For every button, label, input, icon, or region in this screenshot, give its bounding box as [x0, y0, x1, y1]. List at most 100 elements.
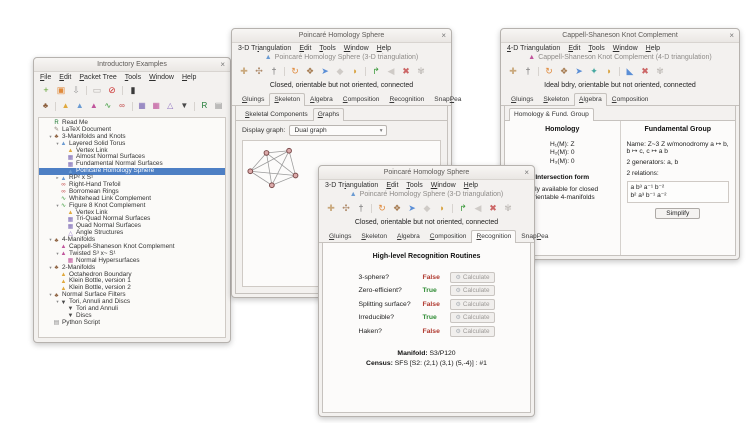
- close-icon[interactable]: ×: [220, 60, 225, 69]
- sub-tab[interactable]: Homology & Fund. Group: [509, 108, 594, 121]
- simplify-icon[interactable]: †: [525, 66, 531, 76]
- text-icon[interactable]: R: [201, 101, 208, 110]
- tab[interactable]: Composition: [429, 233, 467, 240]
- tree-item[interactable]: ▲ Vertex Link: [39, 147, 225, 155]
- puncture-icon[interactable]: ✖: [402, 66, 410, 76]
- tree-item[interactable]: ▾ ▼ Tori, Annuli and Discs: [39, 298, 225, 306]
- container-icon[interactable]: ♣: [42, 101, 49, 110]
- tab[interactable]: Algebra: [397, 233, 420, 240]
- add-icon[interactable]: ✚: [509, 66, 517, 76]
- insert-icon[interactable]: ✣: [342, 203, 350, 213]
- expander-icon[interactable]: ▾: [49, 292, 52, 298]
- tree-item[interactable]: ▦ Fundamental Normal Surfaces: [39, 160, 225, 168]
- tree-item[interactable]: ✎ LaTeX Document: [39, 126, 225, 134]
- titlebar[interactable]: Poincaré Homology Sphere ×: [319, 166, 534, 180]
- tab[interactable]: Gluings: [329, 233, 352, 240]
- menu-item[interactable]: 3-D Triangulation: [325, 182, 379, 189]
- orient-icon[interactable]: ↻: [545, 66, 553, 76]
- menu-item[interactable]: Help: [463, 182, 479, 189]
- menu-item[interactable]: Tools: [124, 74, 142, 81]
- triangulation3-icon[interactable]: ▲: [75, 101, 84, 110]
- orient-icon[interactable]: ↻: [378, 203, 386, 213]
- sparkle-icon[interactable]: ✦: [590, 66, 598, 76]
- tab[interactable]: Composition: [611, 96, 649, 103]
- sub-tab[interactable]: Skeletal Components: [245, 111, 308, 118]
- simplify-icon[interactable]: †: [358, 203, 364, 213]
- tab[interactable]: SnapPea: [521, 233, 549, 240]
- menu-item[interactable]: File: [40, 74, 52, 81]
- expander-icon[interactable]: ▾: [49, 264, 52, 270]
- tree-item[interactable]: ▲ Octahedron Boundary: [39, 271, 225, 279]
- calculate-button[interactable]: ⚙ Calculate: [450, 312, 495, 324]
- hypersurfaces-icon[interactable]: ▦: [152, 101, 160, 110]
- calculate-button[interactable]: ⚙ Calculate: [450, 325, 495, 337]
- tree-item[interactable]: ▦ Tri-Quad Normal Surfaces: [39, 216, 225, 223]
- tree-item[interactable]: R Read Me: [39, 119, 225, 127]
- sum-icon[interactable]: ✾: [656, 66, 664, 76]
- open-icon[interactable]: ▣: [56, 85, 66, 95]
- menu-item[interactable]: Edit: [568, 45, 581, 52]
- tree-item[interactable]: ▾ ▲ Twisted S³ x~ S¹: [39, 250, 225, 258]
- tab[interactable]: Gluings: [242, 96, 265, 103]
- truncate-icon[interactable]: ◀: [474, 203, 482, 213]
- tree-item[interactable]: ▾ ∿ Figure 8 Knot Complement: [39, 202, 225, 210]
- expander-icon[interactable]: ▾: [56, 140, 59, 146]
- triangulation2-icon[interactable]: ▲: [61, 101, 70, 110]
- close-icon[interactable]: ×: [729, 31, 734, 40]
- menu-item[interactable]: Tools: [406, 182, 423, 189]
- menu-item[interactable]: Tools: [588, 45, 605, 52]
- graph-type-select[interactable]: Dual graph ▾: [289, 125, 388, 136]
- menu-item[interactable]: 3-D Triangulation: [238, 45, 292, 52]
- menu-item[interactable]: 4-D Triangulation: [507, 45, 561, 52]
- barycentric-icon[interactable]: ◗: [439, 203, 445, 213]
- surfaces-icon[interactable]: ▦: [138, 101, 146, 110]
- menu-item[interactable]: Help: [376, 45, 392, 52]
- tree-item[interactable]: ▲ Poincaré Homology Sphere: [39, 167, 225, 176]
- tab[interactable]: Composition: [342, 96, 380, 103]
- menu-item[interactable]: Window: [149, 74, 174, 81]
- puncture-icon[interactable]: ✖: [641, 66, 649, 76]
- menu-item[interactable]: Edit: [59, 74, 72, 81]
- tab[interactable]: Algebra: [310, 96, 333, 103]
- tree-item[interactable]: ▤ Python Script: [39, 319, 225, 327]
- expander-icon[interactable]: ▾: [56, 250, 59, 256]
- sum-icon[interactable]: ✾: [417, 66, 425, 76]
- filter-icon[interactable]: ▼: [180, 101, 189, 110]
- calculate-button[interactable]: ⚙ Calculate: [450, 285, 495, 297]
- orient-icon[interactable]: ↻: [291, 66, 299, 76]
- menu-item[interactable]: Window: [612, 45, 638, 52]
- menu-item[interactable]: Window: [430, 182, 456, 189]
- tree-item[interactable]: ▾ ♣ 2-Manifolds: [39, 264, 225, 272]
- tab[interactable]: Gluings: [511, 96, 534, 103]
- tab[interactable]: Skeleton: [543, 96, 570, 103]
- tree-item[interactable]: ▲ Klein Bottle, version 2: [39, 284, 225, 292]
- tab[interactable]: Skeleton: [361, 233, 388, 240]
- shade-icon[interactable]: ◣: [626, 66, 634, 76]
- tree-item[interactable]: ▾ ♣ Normal Surface Filters: [39, 291, 225, 299]
- tab[interactable]: Algebra: [574, 93, 607, 106]
- tree-item[interactable]: △ Angle Structures: [39, 229, 225, 237]
- tab[interactable]: Recognition: [389, 96, 425, 103]
- add-icon[interactable]: ✚: [327, 203, 335, 213]
- tree-item[interactable]: ▦ Normal Hypersurfaces: [39, 257, 225, 265]
- tree-item[interactable]: ∿ Whitehead Link Complement: [39, 195, 225, 203]
- script-icon[interactable]: ▤: [214, 101, 223, 110]
- truncate-icon[interactable]: ◀: [387, 66, 395, 76]
- tree-item[interactable]: ▲ Cappell-Shaneson Knot Complement: [39, 243, 225, 251]
- menu-item[interactable]: Help: [645, 45, 661, 52]
- tree-item[interactable]: ▾ ♣ 3-Manifolds and Knots: [39, 133, 225, 141]
- simplify-button[interactable]: Simplify: [655, 208, 701, 220]
- anglestructures-icon[interactable]: △: [167, 101, 174, 110]
- python-console-icon[interactable]: ▮: [130, 85, 136, 95]
- titlebar[interactable]: Poincaré Homology Sphere ×: [232, 29, 451, 43]
- simplify-icon[interactable]: †: [271, 66, 277, 76]
- tree-item[interactable]: ▦ Almost Normal Surfaces: [39, 154, 225, 161]
- tree-item[interactable]: ∞ Borromean Rings: [39, 188, 225, 196]
- sub-tab[interactable]: Graphs: [312, 108, 345, 121]
- randomise-icon[interactable]: ❖: [305, 66, 315, 76]
- extract-icon[interactable]: ↱: [372, 66, 380, 76]
- menu-item[interactable]: Help: [181, 74, 197, 81]
- pointer-icon[interactable]: ➤: [575, 66, 583, 76]
- titlebar[interactable]: Introductory Examples ×: [34, 58, 230, 72]
- extract-icon[interactable]: ↱: [459, 203, 467, 213]
